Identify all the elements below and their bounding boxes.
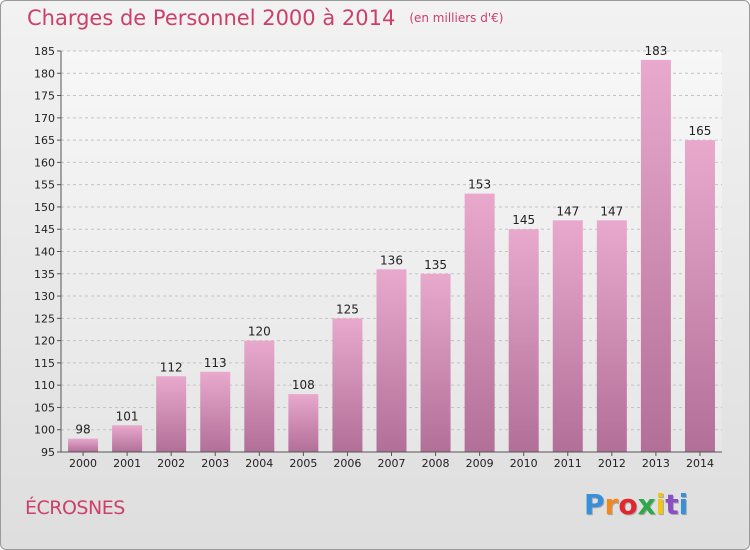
y-tick-label: 180 — [34, 67, 55, 80]
value-label-2007: 136 — [380, 253, 403, 267]
value-label-2002: 112 — [160, 360, 183, 374]
bar-2004 — [244, 340, 275, 452]
x-tick-label-2012: 2012 — [598, 457, 626, 470]
value-label-2004: 120 — [248, 325, 271, 339]
y-tick-label: 145 — [34, 223, 55, 236]
y-tick-label: 175 — [34, 90, 55, 103]
value-label-2010: 145 — [512, 213, 535, 227]
bar-2001 — [112, 425, 143, 452]
chart-title-text: Charges de Personnel 2000 à 2014 — [27, 6, 396, 30]
x-tick-label-2001: 2001 — [113, 457, 141, 470]
y-axis: 95 100 105 110 115 120 125 130 135 140 145 150 155 16… — [34, 45, 61, 459]
x-tick-label-2002: 2002 — [157, 457, 185, 470]
bars-group — [68, 59, 715, 453]
chart-title: Charges de Personnel 2000 à 2014 (en mill… — [27, 6, 503, 30]
value-label-2011: 147 — [556, 204, 579, 218]
value-label-2005: 108 — [292, 378, 315, 392]
y-tick-label: 115 — [34, 357, 55, 370]
y-tick-label: 120 — [34, 335, 55, 348]
proxiti-logo: Proxiti — [584, 488, 689, 521]
value-label-2012: 147 — [600, 204, 623, 218]
x-tick-label-2008: 2008 — [422, 457, 450, 470]
x-axis: 2000 2001 2002 2003 2004 2005 2006 2007 2008 2009… — [69, 452, 714, 470]
value-label-2008: 135 — [424, 258, 447, 272]
y-tick-label: 165 — [34, 134, 55, 147]
x-tick-label-2004: 2004 — [245, 457, 273, 470]
value-labels: 98 101 112 113 120 108 125 136 135 153 145 147 147 18… — [75, 44, 711, 437]
chart-subtitle: (en milliers d'€) — [409, 11, 504, 25]
y-tick-label: 170 — [34, 112, 55, 125]
x-tick-label-2000: 2000 — [69, 457, 97, 470]
value-label-2009: 153 — [468, 178, 491, 192]
x-tick-label-2006: 2006 — [333, 457, 361, 470]
y-tick-label: 155 — [34, 179, 55, 192]
value-label-2000: 98 — [75, 423, 90, 437]
y-tick-label: 95 — [41, 446, 55, 459]
city-name: ÉCROSNES — [25, 497, 125, 519]
y-tick-label: 150 — [34, 201, 55, 214]
y-tick-label: 140 — [34, 246, 55, 259]
x-tick-label-2013: 2013 — [642, 457, 670, 470]
y-tick-label: 135 — [34, 268, 55, 281]
bar-2005 — [288, 394, 319, 452]
value-label-2014: 165 — [689, 124, 712, 138]
bar-2008 — [420, 273, 451, 452]
bar-2003 — [200, 371, 231, 452]
value-label-2001: 101 — [116, 409, 139, 423]
y-tick-label: 125 — [34, 312, 55, 325]
bar-2014 — [684, 140, 715, 452]
y-tick-label: 160 — [34, 156, 55, 169]
bar-2009 — [464, 193, 495, 453]
y-tick-label: 100 — [34, 424, 55, 437]
value-label-2013: 183 — [644, 44, 667, 58]
y-tick-label: 185 — [34, 45, 55, 58]
x-tick-label-2009: 2009 — [466, 457, 494, 470]
bar-2002 — [156, 376, 187, 452]
x-tick-label-2003: 2003 — [201, 457, 229, 470]
x-tick-label-2011: 2011 — [554, 457, 582, 470]
y-tick-label: 110 — [34, 379, 55, 392]
value-label-2006: 125 — [336, 302, 359, 316]
bar-2012 — [596, 220, 627, 452]
bar-2000 — [68, 438, 99, 452]
bar-2011 — [552, 220, 583, 452]
bar-2006 — [332, 318, 363, 452]
value-label-2003: 113 — [204, 356, 227, 370]
x-tick-label-2014: 2014 — [686, 457, 714, 470]
y-tick-label: 105 — [34, 401, 55, 414]
bar-2007 — [376, 269, 407, 452]
y-tick-label: 130 — [34, 290, 55, 303]
bar-2010 — [508, 229, 539, 452]
x-tick-label-2005: 2005 — [289, 457, 317, 470]
x-tick-label-2010: 2010 — [510, 457, 538, 470]
x-tick-label-2007: 2007 — [378, 457, 406, 470]
bar-2013 — [640, 59, 671, 453]
